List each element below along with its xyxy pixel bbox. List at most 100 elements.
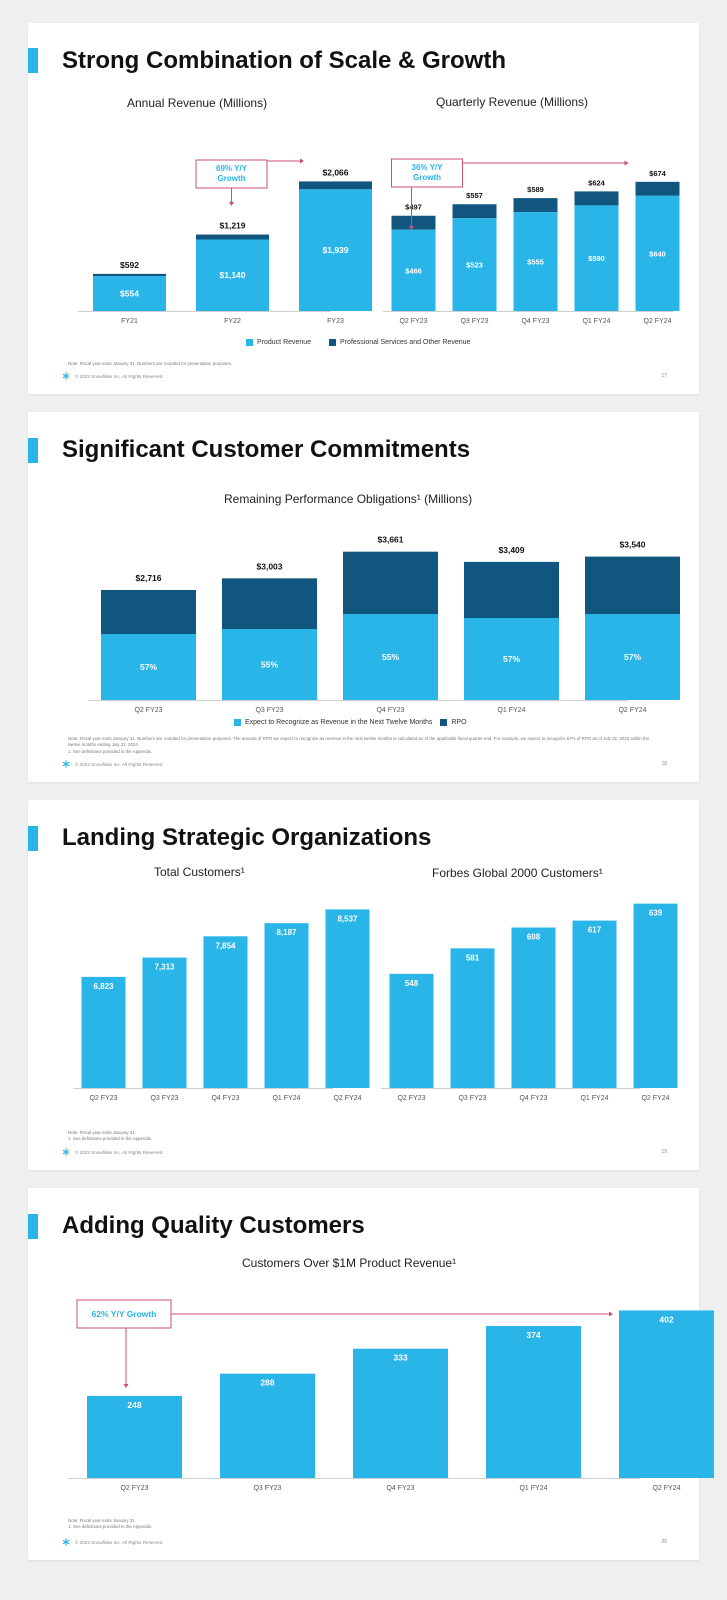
- rpo-chart: Q2 FY23 Q3 FY23 Q4 FY23 Q1 FY24 Q2 FY24 57% $2…: [88, 535, 680, 714]
- footnote-definitions: 1. See definitions provided in the Appen…: [68, 1524, 153, 1529]
- bar-value-label: $1,939: [323, 245, 349, 255]
- forbes-customers-chart: Q2 FY23 Q3 FY23 Q4 FY23 Q1 FY24 Q2 FY24 548 58…: [381, 903, 678, 1102]
- bar-value-label: 7,854: [215, 941, 236, 950]
- total-label: $674: [649, 169, 667, 178]
- bar: [203, 936, 248, 1088]
- x-tick-label: Q2 FY23: [89, 1095, 117, 1102]
- x-tick-label: Q2 FY24: [333, 1095, 361, 1102]
- total-label: $624: [588, 178, 606, 187]
- total-label: $1,219: [220, 221, 246, 231]
- x-tick-label: Q2 FY24: [643, 318, 671, 325]
- bar-services: [391, 215, 436, 230]
- bar-services: [299, 181, 372, 190]
- growth-arrow-head: [229, 202, 234, 206]
- footnote: Note: Fiscal year ends January 31. Numbe…: [68, 361, 233, 366]
- bar-value-label: 402: [659, 1314, 673, 1324]
- legend-swatch-ntm: [234, 719, 241, 726]
- bar-value-label: $466: [405, 266, 422, 275]
- legend-swatch-product: [246, 339, 253, 346]
- bar-percent-label: 57%: [140, 662, 157, 672]
- x-tick-label: Q4 FY23: [386, 1485, 414, 1492]
- bar-rpo-ntm: [585, 614, 680, 700]
- x-tick-label: Q1 FY24: [272, 1095, 300, 1102]
- bar: [511, 927, 556, 1088]
- bar-value-label: 8,187: [276, 928, 297, 937]
- growth-arrow-head: [624, 160, 629, 166]
- bar: [486, 1325, 581, 1478]
- bar-product: [635, 195, 680, 311]
- chart-title-total-customers: Total Customers¹: [154, 865, 245, 879]
- bar: [81, 976, 126, 1088]
- legend-item-ntm: Expect to Recognize as Revenue in the Ne…: [234, 719, 432, 726]
- total-label: $497: [405, 203, 422, 212]
- page-number: 19: [661, 1149, 667, 1155]
- bar-rpo-ntm: [101, 634, 196, 700]
- bar-value-label: $523: [466, 261, 483, 270]
- snowflake-logo-icon: [62, 372, 70, 380]
- bar: [325, 909, 370, 1088]
- bar-rpo-remaining: [585, 556, 680, 614]
- x-tick-label: Q1 FY24: [582, 318, 610, 325]
- x-tick-label: Q2 FY24: [618, 707, 646, 714]
- growth-annotation-text: 69% Y/Y: [216, 164, 248, 173]
- bar: [572, 920, 617, 1088]
- bar-services: [196, 234, 269, 240]
- growth-annotation-text: 36% Y/Y: [412, 163, 444, 172]
- chart-title-rpo: Remaining Performance Obligations¹ (Mill…: [224, 492, 473, 506]
- bar: [87, 1395, 182, 1478]
- x-tick-label: FY23: [327, 318, 344, 325]
- bar-rpo-ntm: [222, 629, 317, 700]
- bar-value-label: 288: [260, 1378, 274, 1388]
- bar: [389, 973, 434, 1088]
- bar-value-label: 374: [526, 1330, 540, 1340]
- bar-value-label: 617: [588, 926, 602, 935]
- slide-quality-customers: Adding Quality Customers Customers Over …: [28, 1188, 714, 1560]
- bar: [633, 903, 678, 1088]
- legend-item-rpo: RPO: [440, 719, 467, 726]
- bar-rpo-ntm: [464, 618, 559, 700]
- bar-rpo-remaining: [343, 551, 438, 614]
- legend: Product Revenue Professional Services an…: [246, 339, 470, 346]
- bar-services: [635, 181, 680, 196]
- x-tick-label: Q2 FY23: [120, 1485, 148, 1492]
- bar-percent-label: 55%: [382, 652, 399, 662]
- footnote-definitions: 1. See definitions provided in the Appen…: [68, 749, 153, 754]
- bar-value-label: $1,140: [220, 270, 246, 280]
- bar-product: [196, 239, 269, 311]
- total-label: $3,540: [620, 540, 646, 550]
- legend-item-product: Product Revenue: [246, 339, 311, 346]
- bar: [353, 1348, 448, 1478]
- footnote: Note: Fiscal year ends January 31.: [68, 1518, 136, 1523]
- bar-rpo-ntm: [343, 614, 438, 700]
- x-tick-label: Q4 FY23: [521, 318, 549, 325]
- growth-annotation-text: Growth: [413, 173, 441, 182]
- footnote-definitions: 1. See definitions provided in the Appen…: [68, 1136, 153, 1141]
- total-label: $2,066: [323, 167, 349, 177]
- title-accent-bar: [28, 1214, 38, 1239]
- x-tick-label: Q4 FY23: [519, 1095, 547, 1102]
- total-label: $3,661: [378, 535, 404, 545]
- copyright: © 2023 Snowflake Inc. All Rights Reserve…: [75, 1540, 163, 1545]
- legend-swatch-rpo: [440, 719, 448, 726]
- x-tick-label: Q3 FY23: [253, 1485, 281, 1492]
- bar-rpo-remaining: [101, 589, 196, 634]
- growth-annotation-box: [391, 158, 463, 188]
- x-tick-label: Q2 FY24: [641, 1095, 669, 1102]
- slide-scale-growth: Strong Combination of Scale & Growth Ann…: [28, 23, 699, 394]
- footnote: Note: Fiscal year ends January 31. Numbe…: [68, 736, 650, 747]
- growth-arrow-head: [300, 158, 304, 164]
- total-label: $2,716: [136, 573, 162, 583]
- bar-value-label: $640: [649, 249, 666, 258]
- total-label: $3,409: [499, 545, 525, 555]
- snowflake-logo-icon: [62, 1148, 70, 1156]
- x-tick-label: Q1 FY24: [497, 707, 525, 714]
- bar: [264, 923, 309, 1088]
- bar: [220, 1373, 315, 1478]
- legend-label: Product Revenue: [257, 339, 312, 347]
- bar-product: [93, 276, 166, 311]
- slide-strategic-organizations: Landing Strategic Organizations Total Cu…: [28, 800, 699, 1170]
- page-number: 18: [661, 761, 667, 767]
- slide-title: Adding Quality Customers: [62, 1212, 365, 1239]
- 1m-customers-chart: Q2 FY23 Q3 FY23 Q4 FY23 Q1 FY24 Q2 FY24 248 28…: [68, 1299, 714, 1492]
- bar-services: [574, 191, 619, 206]
